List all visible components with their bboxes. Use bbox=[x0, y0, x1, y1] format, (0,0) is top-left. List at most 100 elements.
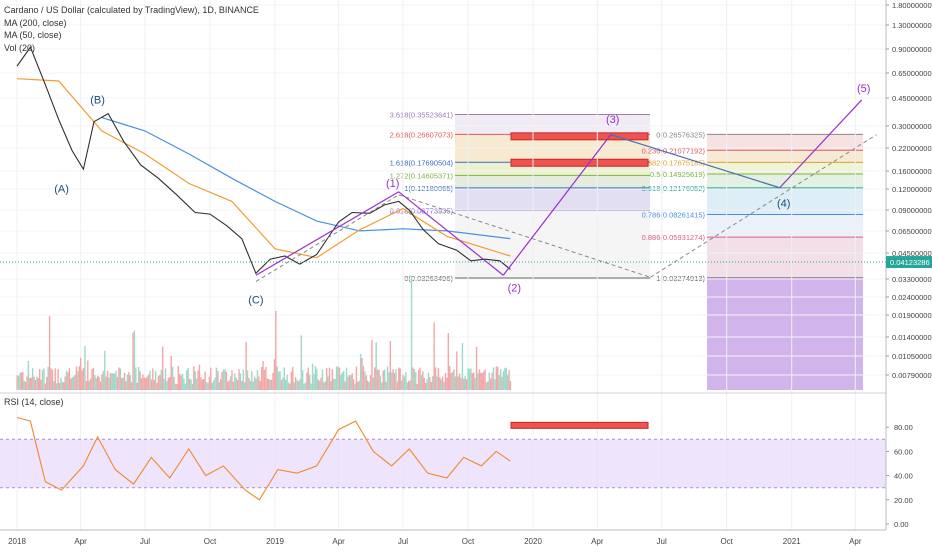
volume-bar bbox=[316, 368, 318, 390]
volume-bar bbox=[244, 382, 246, 390]
volume-bar bbox=[105, 376, 107, 390]
volume-bar bbox=[208, 376, 211, 390]
volume-bar bbox=[72, 376, 75, 390]
volume-bar bbox=[33, 376, 35, 390]
volume-bar bbox=[163, 378, 165, 390]
volume-bar bbox=[314, 366, 317, 390]
volume-bar bbox=[372, 377, 375, 390]
wave-label: (2) bbox=[508, 282, 521, 294]
volume-bar bbox=[251, 371, 253, 390]
rsi-y-tick-label: 60.00 bbox=[894, 447, 913, 456]
volume-bar bbox=[393, 373, 396, 390]
volume-bar bbox=[272, 372, 274, 390]
y-tick-label: 1.30000000 bbox=[892, 21, 932, 30]
volume-bar bbox=[489, 378, 492, 390]
x-tick-label: Apr bbox=[74, 537, 87, 546]
volume-bar bbox=[128, 372, 130, 390]
volume-bar bbox=[495, 366, 498, 390]
volume-bar bbox=[504, 368, 506, 390]
y-tick-label: 0.30000000 bbox=[892, 122, 932, 131]
volume-bar bbox=[396, 381, 399, 390]
rsi-line bbox=[16, 416, 511, 501]
volume-bar bbox=[371, 339, 373, 390]
volume-bar bbox=[468, 368, 471, 390]
volume-bar bbox=[429, 377, 431, 390]
volume-bar bbox=[99, 381, 102, 390]
x-tick-label: Apr bbox=[332, 537, 345, 546]
volume-bar bbox=[102, 370, 105, 390]
volume-bar bbox=[74, 375, 76, 390]
volume-bar bbox=[150, 379, 153, 390]
volume-bar bbox=[234, 373, 236, 390]
wave-label: (5) bbox=[857, 83, 870, 95]
volume-bar bbox=[169, 377, 171, 390]
volume-bar bbox=[91, 369, 93, 390]
y-tick-label: 0.45000000 bbox=[892, 94, 932, 103]
dashed-channel-line bbox=[398, 194, 651, 278]
volume-bar bbox=[135, 367, 137, 390]
volume-bar bbox=[94, 375, 96, 390]
volume-bar bbox=[306, 372, 308, 390]
legend-ma50: MA (50, close) bbox=[4, 30, 62, 40]
y-tick-label: 0.09000000 bbox=[892, 206, 932, 215]
volume-bar bbox=[143, 377, 146, 390]
volume-bar bbox=[430, 381, 433, 390]
x-tick-label: Apr bbox=[591, 537, 604, 546]
volume-bar bbox=[286, 374, 288, 390]
volume-bar bbox=[195, 378, 198, 390]
volume-bar bbox=[342, 370, 345, 390]
volume-bar bbox=[453, 369, 455, 390]
purple-projection-box bbox=[707, 277, 863, 390]
volume-bar bbox=[508, 370, 510, 390]
volume-bar bbox=[23, 380, 25, 390]
volume-bar bbox=[104, 350, 106, 390]
volume-bar bbox=[253, 376, 256, 390]
volume-bar bbox=[51, 369, 54, 390]
volume-bar bbox=[324, 381, 326, 390]
volume-bar bbox=[395, 369, 397, 390]
volume-bar bbox=[122, 377, 124, 390]
volume-bar bbox=[345, 367, 348, 390]
volume-bar bbox=[492, 367, 495, 390]
volume-bar bbox=[194, 371, 196, 390]
wave-label: (A) bbox=[54, 183, 69, 195]
volume-bar bbox=[108, 377, 110, 390]
volume-bar bbox=[338, 367, 341, 390]
fib-right-zone bbox=[707, 237, 863, 278]
rsi-band bbox=[0, 439, 886, 488]
volume-bar bbox=[292, 366, 294, 390]
fib-left-label: 2.618(0.26607073) bbox=[390, 130, 454, 139]
volume-bar bbox=[416, 383, 418, 390]
volume-bar bbox=[136, 382, 138, 390]
volume-bar bbox=[374, 367, 376, 390]
wave-label: (1) bbox=[386, 178, 399, 190]
volume-bar bbox=[289, 383, 291, 390]
volume-bar bbox=[389, 340, 392, 390]
volume-bar bbox=[423, 377, 425, 390]
volume-bar bbox=[405, 372, 407, 390]
volume-bar bbox=[509, 381, 512, 390]
volume-bar bbox=[218, 382, 220, 390]
fib-left-label: 1.272(0.14605371) bbox=[390, 171, 454, 180]
volume-bar bbox=[311, 363, 314, 390]
volume-bar bbox=[352, 379, 355, 390]
volume-bar bbox=[180, 375, 182, 390]
volume-bar bbox=[258, 376, 260, 390]
volume-bar bbox=[68, 368, 71, 390]
volume-bar bbox=[70, 378, 72, 390]
volume-bar bbox=[57, 369, 59, 390]
volume-bar bbox=[473, 372, 475, 390]
volume-bar bbox=[188, 378, 191, 390]
x-tick-label: 2021 bbox=[783, 537, 801, 546]
volume-bar bbox=[193, 366, 195, 390]
volume-bar bbox=[335, 366, 338, 390]
volume-bar bbox=[461, 343, 464, 390]
volume-bar bbox=[235, 377, 237, 390]
wave-5-line bbox=[779, 99, 863, 189]
wave-label: (B) bbox=[90, 95, 105, 107]
y-tick-label: 0.01050000 bbox=[892, 352, 932, 361]
volume-bar bbox=[46, 376, 48, 390]
volume-bar bbox=[89, 378, 92, 390]
volume-bar bbox=[37, 378, 40, 390]
